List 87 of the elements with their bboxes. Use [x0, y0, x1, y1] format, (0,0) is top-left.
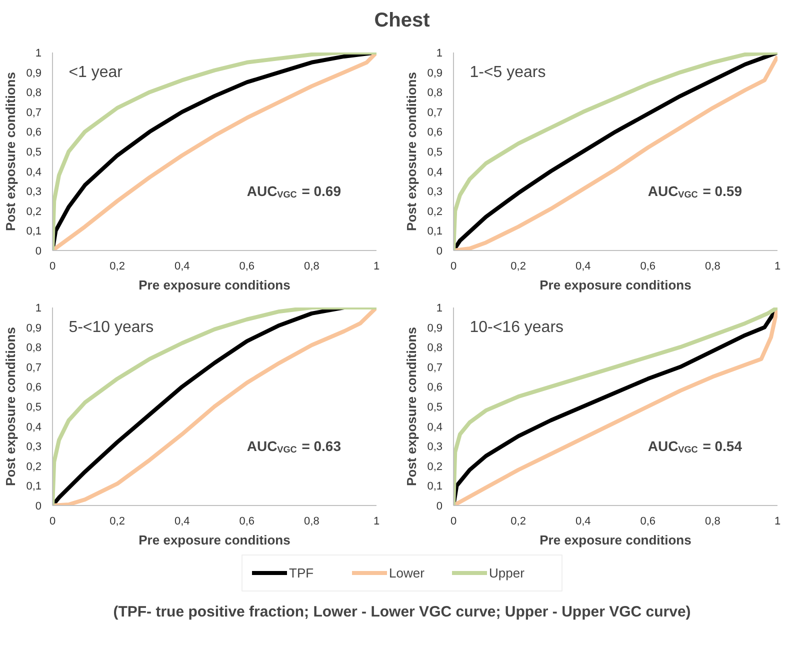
y-tick-label: 0,5 — [26, 402, 42, 414]
x-tick-label: 0 — [450, 260, 457, 272]
y-tick-label: 0,3 — [26, 441, 42, 454]
y-tick-label: 0,1 — [427, 226, 443, 238]
y-tick-label: 0,4 — [427, 166, 443, 178]
annotation: <1 year — [68, 64, 124, 81]
y-tick-label: 0,6 — [26, 126, 42, 139]
y-tick-label: 0,3 — [427, 441, 443, 454]
x-axis-title: Pre exposure conditions — [540, 532, 692, 548]
y-tick-label: 0,4 — [26, 421, 42, 434]
y-tick-label: 0,8 — [26, 87, 42, 100]
y-tick-label: 0,4 — [26, 166, 42, 178]
annotation: 1-<5 years — [470, 64, 546, 81]
y-axis-title: Post exposure conditions — [3, 72, 18, 231]
y-axis-title: Post exposure conditions — [404, 327, 420, 486]
x-tick-label: 0,2 — [510, 260, 526, 272]
x-tick-label: 0,4 — [174, 516, 190, 528]
line-series — [454, 308, 778, 506]
y-tick-label: 0,4 — [427, 421, 443, 434]
y-tick-label: 0,6 — [427, 382, 443, 394]
y-tick-label: 0,9 — [26, 322, 42, 334]
x-tick-label: 0,2 — [510, 516, 526, 528]
y-tick-label: 0 — [35, 500, 42, 512]
x-tick-label: 1 — [373, 516, 380, 528]
x-tick-label: 0,6 — [239, 260, 255, 272]
y-tick-label: 0,1 — [427, 480, 443, 493]
y-tick-label: 1 — [35, 302, 42, 314]
y-tick-label: 0,1 — [26, 226, 42, 238]
y-tick-label: 0,9 — [26, 67, 42, 80]
x-tick-label: 0,4 — [174, 260, 190, 272]
y-tick-label: 0,6 — [427, 126, 443, 139]
y-tick-label: 1 — [35, 48, 42, 60]
y-tick-label: 0,3 — [26, 186, 42, 198]
y-tick-label: 0,5 — [427, 402, 443, 414]
x-tick-label: 0,8 — [304, 516, 320, 528]
y-tick-label: 0,7 — [427, 362, 443, 374]
y-axis-title: Post exposure conditions — [3, 327, 18, 486]
legend-label: TPF — [289, 566, 314, 580]
y-tick-label: 0,8 — [427, 342, 443, 354]
y-tick-label: 0,6 — [26, 382, 42, 394]
y-tick-label: 0,7 — [427, 106, 443, 119]
y-tick-label: 0,3 — [427, 186, 443, 198]
y-tick-label: 0,9 — [427, 322, 443, 334]
x-tick-label: 0 — [49, 260, 56, 272]
y-tick-label: 0,8 — [26, 342, 42, 354]
legend-label: Lower — [389, 566, 426, 580]
x-tick-label: 0 — [450, 516, 457, 528]
y-tick-label: 0 — [35, 246, 42, 258]
x-axis-title: Pre exposure conditions — [138, 278, 290, 292]
x-tick-label: 0,4 — [575, 516, 591, 528]
x-axis-title: Pre exposure conditions — [138, 532, 290, 548]
x-tick-label: 1 — [774, 260, 781, 272]
x-tick-label: 0,4 — [575, 260, 591, 272]
y-axis-title: Post exposure conditions — [404, 72, 420, 231]
x-axis-title: Pre exposure conditions — [540, 278, 692, 292]
x-tick-label: 0,6 — [640, 260, 656, 272]
y-tick-label: 0,9 — [427, 67, 443, 80]
y-tick-label: 0,5 — [427, 146, 443, 158]
x-tick-label: 0,8 — [705, 260, 720, 272]
y-tick-label: 0,1 — [26, 480, 42, 493]
x-tick-label: 0,6 — [640, 516, 656, 528]
y-tick-label: 0 — [436, 246, 443, 258]
y-tick-label: 0,2 — [427, 206, 443, 218]
y-tick-label: 0,7 — [26, 362, 42, 374]
y-tick-label: 0,2 — [427, 460, 443, 473]
line-series — [52, 308, 376, 506]
x-tick-label: 0,2 — [110, 516, 125, 528]
annotation: 10-<16 years — [470, 318, 564, 336]
y-tick-label: 0,7 — [26, 106, 42, 119]
x-tick-label: 1 — [774, 516, 781, 528]
y-tick-label: 1 — [436, 48, 443, 60]
y-tick-label: 0,5 — [26, 146, 42, 158]
y-tick-label: 0,8 — [427, 87, 443, 100]
chart-title: Chest — [374, 10, 430, 32]
x-tick-label: 0,8 — [304, 260, 320, 272]
x-tick-label: 1 — [373, 260, 380, 272]
x-tick-label: 0 — [49, 516, 56, 528]
y-tick-label: 0 — [436, 500, 443, 512]
y-tick-label: 1 — [436, 302, 443, 314]
text: (TPF- true positive fraction; Lower - Lower VGC curve; Upper - Upper VGC curve) — [113, 604, 691, 621]
y-tick-label: 0,2 — [26, 206, 42, 218]
legend-label: Upper — [489, 566, 526, 580]
annotation: 5-<10 years — [68, 318, 154, 336]
x-tick-label: 0,6 — [239, 516, 255, 528]
x-tick-label: 0,8 — [705, 516, 720, 528]
y-tick-label: 0,2 — [26, 460, 42, 473]
x-tick-label: 0,2 — [110, 260, 125, 272]
